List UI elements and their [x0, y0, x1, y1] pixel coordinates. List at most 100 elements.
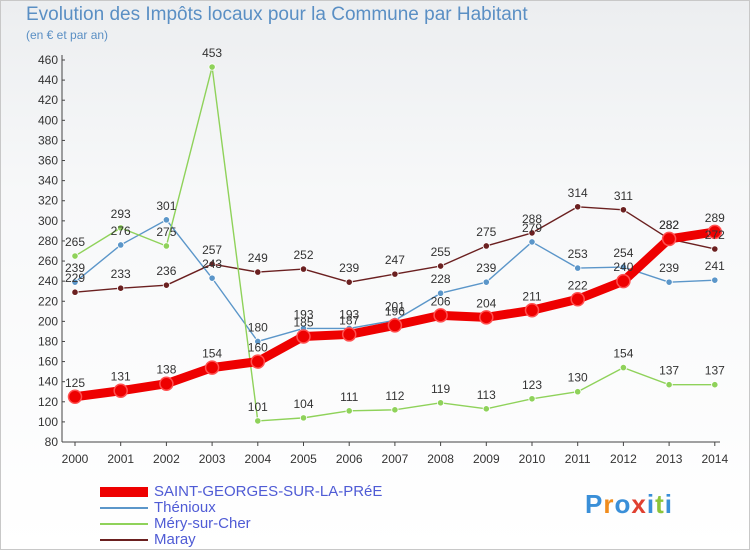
y-tick-label: 160	[38, 355, 58, 369]
data-label-3: 236	[156, 264, 176, 278]
legend-swatch	[100, 523, 148, 525]
legend-swatch	[100, 487, 148, 497]
data-label-0: 222	[568, 278, 588, 292]
data-point-0	[341, 327, 357, 342]
data-label-2: 275	[156, 225, 176, 239]
data-point-2	[436, 399, 445, 407]
data-point-2	[711, 381, 719, 389]
data-label-1: 239	[476, 261, 496, 275]
data-label-0: 206	[431, 294, 451, 308]
data-label-2: 137	[705, 364, 725, 378]
data-point-2	[482, 405, 490, 413]
data-label-2: 137	[659, 364, 679, 378]
data-point-1	[482, 278, 490, 286]
y-tick-label: 240	[38, 274, 58, 288]
x-tick-label: 2000	[62, 452, 89, 466]
data-point-2	[162, 242, 170, 250]
data-label-3: 311	[614, 189, 633, 203]
data-label-0: 185	[293, 315, 313, 329]
y-tick-label: 220	[38, 294, 58, 308]
data-label-1: 239	[659, 261, 679, 275]
data-label-3: 282	[659, 218, 679, 232]
data-point-0	[479, 310, 494, 325]
data-point-1	[254, 337, 262, 346]
y-tick-label: 360	[38, 154, 58, 168]
data-point-3	[299, 265, 308, 273]
data-label-2: 113	[477, 388, 496, 402]
data-point-0	[661, 231, 677, 247]
data-point-0	[570, 292, 585, 307]
data-point-2	[665, 381, 673, 389]
chart-title: Evolution des Impôts locaux pour la Comm…	[26, 4, 528, 25]
legend-swatch	[100, 539, 148, 541]
proxiti-logo: Proxiti	[585, 489, 673, 520]
x-tick-label: 2003	[199, 452, 226, 466]
logo-letter: x	[631, 489, 647, 519]
data-label-3: 239	[339, 261, 359, 275]
data-point-1	[574, 264, 582, 272]
data-point-3	[71, 288, 79, 296]
x-tick-label: 2009	[473, 452, 500, 466]
logo-letter: o	[614, 489, 632, 519]
data-label-3: 255	[431, 245, 451, 259]
data-point-2	[528, 395, 536, 403]
data-label-2: 154	[613, 347, 633, 361]
y-tick-label: 340	[38, 174, 58, 188]
data-label-1: 276	[111, 224, 131, 238]
data-label-1: 228	[431, 272, 451, 286]
data-point-0	[113, 383, 128, 398]
data-label-3: 229	[65, 271, 85, 285]
y-tick-label: 200	[38, 314, 58, 328]
data-point-3	[254, 268, 262, 276]
x-tick-label: 2010	[519, 452, 546, 466]
legend-label: Maray	[154, 531, 196, 548]
data-label-0: 282	[659, 218, 679, 232]
data-point-2	[345, 407, 353, 415]
chart-legend: SAINT-GEORGES-SUR-LA-PRéE Thénioux Méry-su…	[100, 483, 400, 548]
y-tick-label: 460	[38, 53, 58, 67]
data-label-3: 288	[522, 212, 542, 226]
data-label-3: 233	[111, 267, 131, 281]
data-point-0	[296, 329, 311, 344]
x-tick-label: 2013	[656, 452, 683, 466]
x-tick-label: 2011	[565, 452, 591, 466]
y-tick-label: 440	[38, 73, 58, 87]
data-point-3	[574, 203, 582, 211]
x-tick-label: 2002	[153, 452, 180, 466]
data-point-2	[619, 364, 628, 372]
data-label-3: 272	[705, 228, 725, 242]
data-point-1	[208, 274, 216, 282]
data-label-3: 314	[568, 186, 588, 200]
data-point-1	[711, 276, 719, 284]
data-point-1	[619, 263, 628, 271]
data-point-2	[71, 252, 79, 260]
legend-item: SAINT-GEORGES-SUR-LA-PRéE	[100, 483, 400, 500]
data-point-2	[574, 388, 582, 396]
data-point-3	[528, 229, 536, 237]
data-label-1: 180	[248, 320, 268, 334]
data-point-0	[387, 318, 403, 333]
data-point-0	[524, 303, 540, 318]
legend-item: Maray	[100, 531, 400, 548]
data-label-3: 247	[385, 253, 405, 267]
data-point-2	[299, 414, 308, 422]
data-label-1: 279	[522, 221, 542, 235]
x-tick-label: 2014	[701, 452, 728, 466]
logo-letter: P	[585, 489, 604, 519]
y-tick-label: 420	[38, 93, 58, 107]
data-label-1: 243	[202, 257, 222, 271]
data-label-2: 112	[385, 389, 404, 403]
x-tick-label: 2008	[427, 452, 454, 466]
legend-label: Méry-sur-Cher	[154, 515, 251, 532]
data-label-2: 265	[65, 235, 85, 249]
data-label-0: 138	[156, 363, 176, 377]
data-point-3	[391, 270, 399, 278]
data-label-3: 252	[293, 248, 313, 262]
x-tick-label: 2012	[610, 452, 637, 466]
logo-letter: i	[646, 489, 656, 519]
data-point-3	[711, 245, 719, 253]
data-label-1: 254	[613, 246, 633, 260]
x-tick-label: 2006	[336, 452, 363, 466]
data-point-3	[117, 284, 125, 292]
data-point-1	[117, 241, 125, 249]
